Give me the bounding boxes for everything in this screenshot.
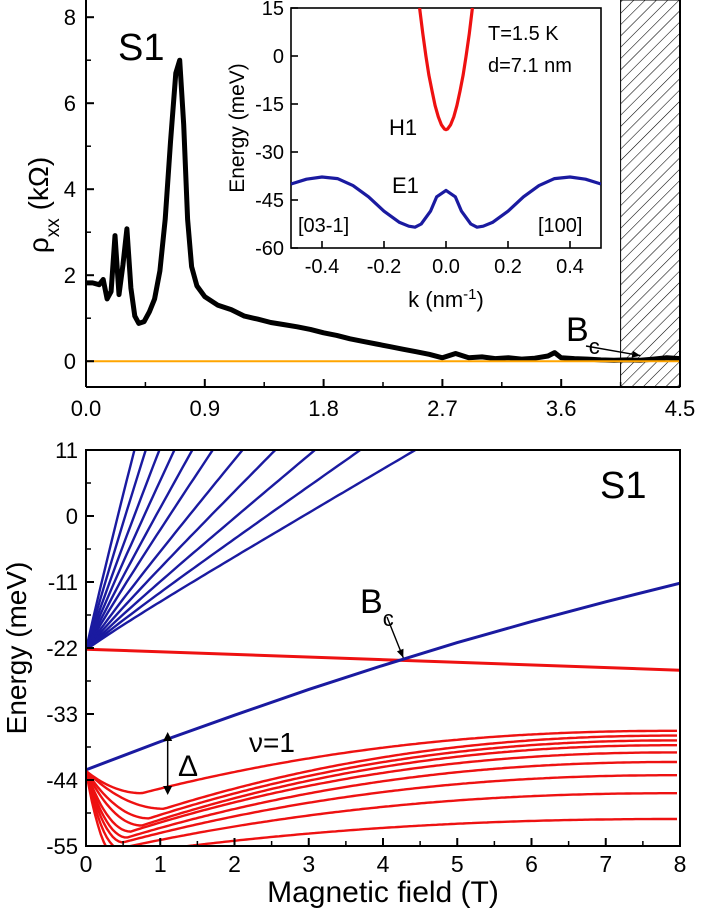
inset-dispersion: -0.4 -0.2 0.0 0.2 0.4 15 0 -15 -30 -45 -60 T=1.5 K…: [226, 0, 602, 313]
y-label-base: ρ: [23, 237, 54, 253]
inset-thickness: d=7.1 nm: [488, 55, 572, 77]
bc-annotation-bottom: Bc: [360, 583, 394, 631]
y-tick-label: 8: [64, 5, 76, 30]
inset-temperature: T=1.5 K: [488, 23, 559, 45]
y-tick-label-bottom: -22: [46, 636, 78, 661]
inset-y-tick-label: -45: [255, 190, 284, 212]
y-tick-label-bottom: 0: [66, 504, 78, 529]
resistivity-panel: 0.0 0.9 1.8 2.7 3.6 4.5 0 2 4 6 8 S1 ρxx (kΩ) Bc -…: [23, 0, 695, 421]
inset-ticks: -0.4 -0.2 0.0 0.2 0.4 15 0 -15 -30 -45 -60: [255, 0, 584, 278]
inset-h1-label: H1: [389, 115, 417, 140]
y-label-sub: xx: [43, 218, 64, 238]
bc-arrow-bottom: [386, 616, 404, 659]
inset-plot-area: [291, 8, 601, 229]
nu-annotation: ν=1: [249, 727, 295, 758]
blue-landau-level: [86, 450, 418, 651]
x-tick-label: 3.6: [546, 396, 577, 421]
x-tick-label-bottom: 8: [674, 851, 687, 877]
y-tick-label-bottom: -55: [46, 834, 78, 859]
y-tick-label-bottom: 11: [55, 438, 78, 463]
inset-y-tick-label: -15: [255, 94, 284, 116]
x-tick-label-bottom: 4: [377, 851, 390, 877]
y-tick-label: 2: [64, 263, 76, 288]
rho-xx-curve: [86, 57, 680, 363]
blue-landau-level: [86, 450, 277, 651]
red-landau-level: [86, 729, 677, 795]
inset-x-tick-label: -0.2: [367, 256, 401, 278]
red-landau-level: [86, 734, 677, 811]
y-label-unit: (kΩ): [23, 157, 54, 218]
blue-landau-level: [86, 450, 215, 651]
inset-y-tick-label: 15: [262, 0, 284, 20]
e1-band: [291, 175, 601, 229]
resistivity-plot-area: [86, 57, 680, 363]
x-tick-label-bottom: 0: [80, 851, 93, 877]
inset-x-tick-label: -0.4: [305, 256, 339, 278]
x-tick-label-bottom: 6: [525, 851, 538, 877]
blue-landau-level: [86, 450, 317, 651]
y-tick-label: 0: [64, 349, 76, 374]
x-tick-label: 0.9: [190, 396, 221, 421]
x-tick-label-bottom: 2: [228, 851, 241, 877]
y-tick-label-bottom: -33: [46, 702, 78, 727]
landau-plot-area: [86, 450, 680, 846]
x-tick-label: 4.5: [665, 396, 696, 421]
y-axis-label: ρxx (kΩ): [23, 157, 64, 253]
red-landau-level: [86, 770, 677, 846]
panel-label-bottom: S1: [600, 465, 646, 507]
x-tick-label: 1.8: [308, 396, 339, 421]
x-tick-label: 2.7: [427, 396, 458, 421]
hatched-region: [620, 0, 681, 388]
bottom-arrows: [163, 616, 404, 795]
panel-label: S1: [118, 27, 164, 69]
inset-x-tick-label: 0.4: [556, 256, 584, 278]
h1-band: [418, 8, 474, 132]
resistivity-ticks: 0.0 0.9 1.8 2.7 3.6 4.5 0 2 4 6 8: [64, 5, 696, 421]
x-tick-label: 0.0: [71, 396, 102, 421]
y-tick-label: 6: [64, 91, 76, 116]
blue-landau-level: [86, 450, 245, 651]
inset-x-label: k (nm-1): [408, 286, 484, 313]
bc-arrow-top: [585, 345, 641, 358]
red-landau-level: [86, 770, 677, 846]
blue-zero-mode-level: [86, 581, 680, 772]
red-landau-level: [86, 770, 677, 844]
inset-y-label: Energy (meV): [226, 63, 249, 193]
y-axis-label-bottom: Energy (meV): [1, 562, 32, 735]
x-tick-label-bottom: 1: [154, 851, 167, 877]
y-tick-label-bottom: -11: [48, 570, 78, 595]
x-axis-label-bottom: Magnetic field (T): [267, 876, 499, 909]
x-tick-label-bottom: 5: [451, 851, 464, 877]
blue-landau-level: [86, 450, 363, 651]
landau-ticks: 0 1 2 3 4 5 6 7 8 11 0 -11 -22 -33 -44 -55: [46, 438, 686, 877]
inset-y-tick-label: 0: [273, 46, 284, 68]
gap-arrow: [163, 732, 173, 795]
red-landau-level: [86, 751, 677, 833]
red-landau-level: [86, 739, 677, 820]
inset-x-tick-label: 0.0: [432, 256, 460, 278]
x-tick-label-bottom: 3: [302, 851, 315, 877]
gap-annotation: Δ: [178, 750, 198, 783]
inset-y-tick-label: -30: [255, 142, 284, 164]
inset-direction-right: [100]: [538, 215, 582, 237]
plot-frame: [85, 449, 681, 847]
landau-level-panel: 0 1 2 3 4 5 6 7 8 11 0 -11 -22 -33 -44 -55 S1 Energy (m…: [1, 438, 686, 909]
inset-x-tick-label: 0.2: [494, 256, 522, 278]
x-tick-label-bottom: 7: [599, 851, 612, 877]
inset-e1-label: E1: [392, 173, 419, 198]
inset-y-tick-label: -60: [255, 238, 284, 260]
red-landau-level: [86, 744, 677, 827]
blue-landau-level: [86, 450, 194, 651]
red-landau-level: [86, 760, 677, 839]
y-tick-label: 4: [64, 177, 76, 202]
y-tick-label-bottom: -44: [46, 768, 78, 793]
bc-arrow: [585, 345, 641, 358]
inset-direction-left: [03-1]: [298, 215, 349, 237]
red-zero-mode-level: [86, 647, 680, 672]
bc-annotation: Bc: [566, 311, 600, 359]
